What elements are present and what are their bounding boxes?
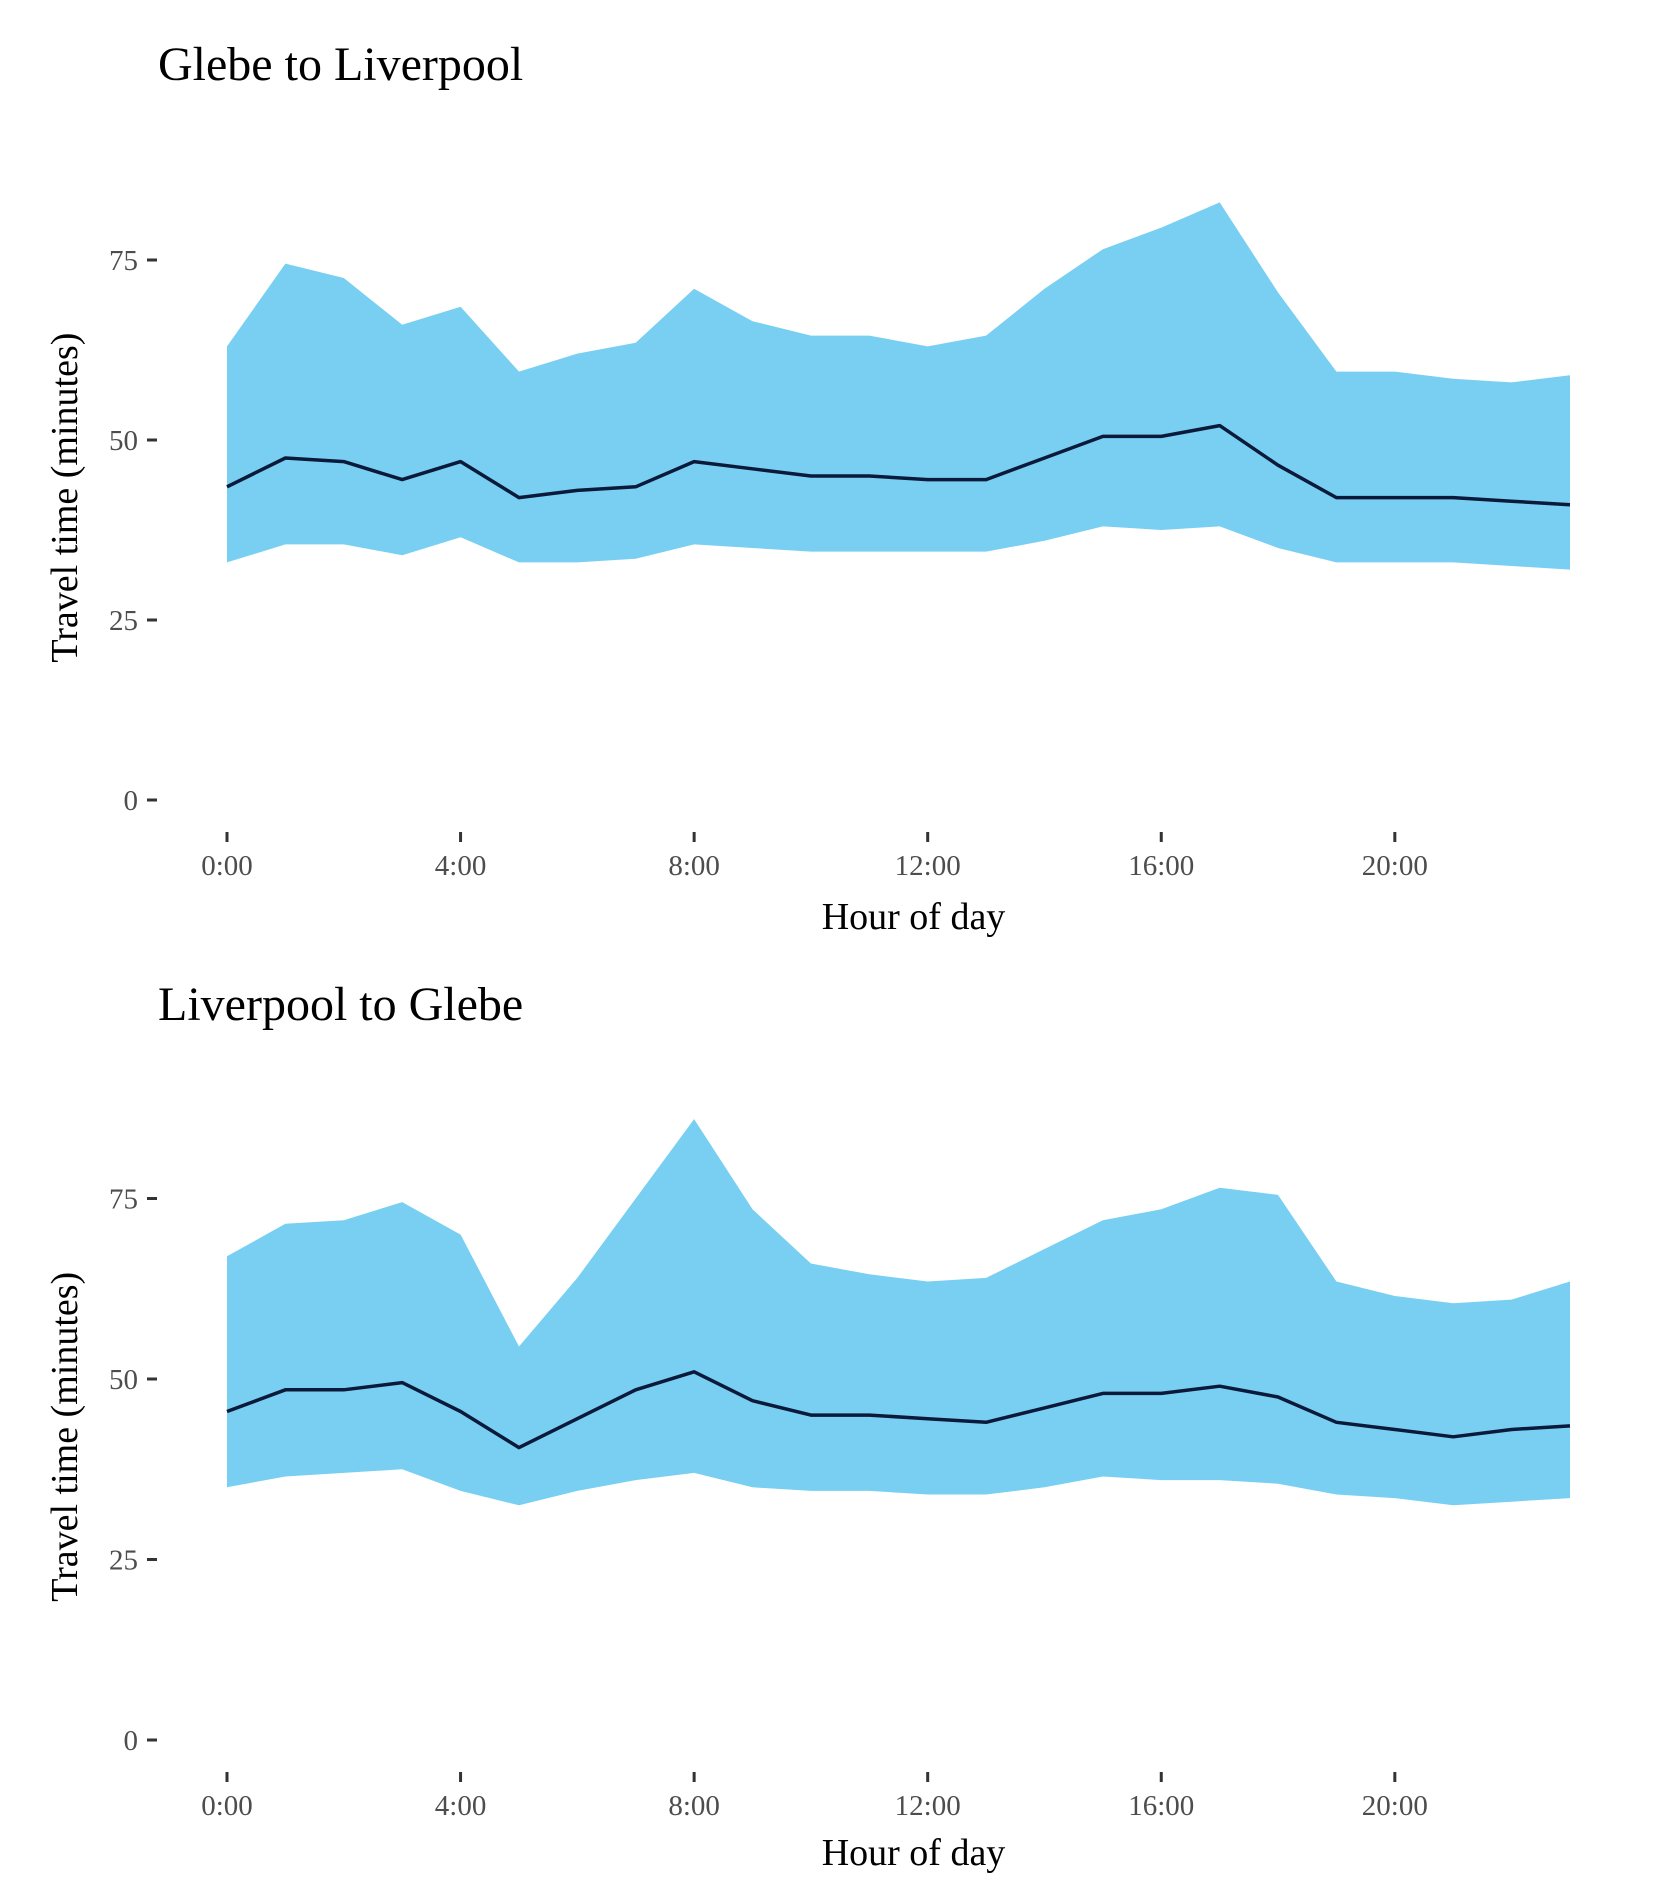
- range-band-area: [227, 1119, 1570, 1506]
- chart-panel-1: Glebe to Liverpool 0 25 50 75 0:00 4:00 8:00 12:…: [44, 38, 1571, 938]
- chart-panel-2: Liverpool to Glebe 0 25 50 75 0:00 4:00 8:00 12:…: [44, 978, 1571, 1874]
- x-tick-label: 16:00: [1128, 850, 1194, 882]
- y-tick-label: 25: [109, 1545, 138, 1577]
- x-tick-label: 20:00: [1362, 1790, 1428, 1822]
- x-tick-label: 20:00: [1362, 850, 1428, 882]
- range-band-area: [227, 202, 1570, 570]
- x-tick-label: 4:00: [435, 1790, 487, 1822]
- x-tick-label: 8:00: [668, 1790, 720, 1822]
- y-tick-label: 50: [109, 1364, 138, 1396]
- x-axis-label: Hour of day: [822, 1832, 1006, 1874]
- x-tick-label: 12:00: [895, 850, 961, 882]
- y-tick-label: 75: [109, 1184, 138, 1216]
- median-series-line: [226, 1370, 1571, 1450]
- x-tick-label: 0:00: [201, 1790, 253, 1822]
- x-tick-label: 8:00: [668, 850, 720, 882]
- y-tick-label: 25: [109, 605, 138, 637]
- y-tick-label: 75: [109, 245, 138, 277]
- x-tick-label: 12:00: [895, 1790, 961, 1822]
- y-tick-label: 0: [124, 1725, 139, 1757]
- x-tick-label: 0:00: [201, 850, 253, 882]
- chart-title: Glebe to Liverpool: [158, 38, 523, 91]
- y-axis-label: Travel time (minutes): [44, 333, 86, 663]
- y-axis-label: Travel time (minutes): [44, 1272, 86, 1602]
- y-tick-label: 50: [109, 425, 138, 457]
- x-tick-label: 16:00: [1128, 1790, 1194, 1822]
- chart-title: Liverpool to Glebe: [158, 978, 523, 1031]
- x-axis-label: Hour of day: [822, 896, 1006, 938]
- median-series-line: [226, 423, 1571, 507]
- y-tick-label: 0: [124, 785, 139, 817]
- x-tick-label: 4:00: [435, 850, 487, 882]
